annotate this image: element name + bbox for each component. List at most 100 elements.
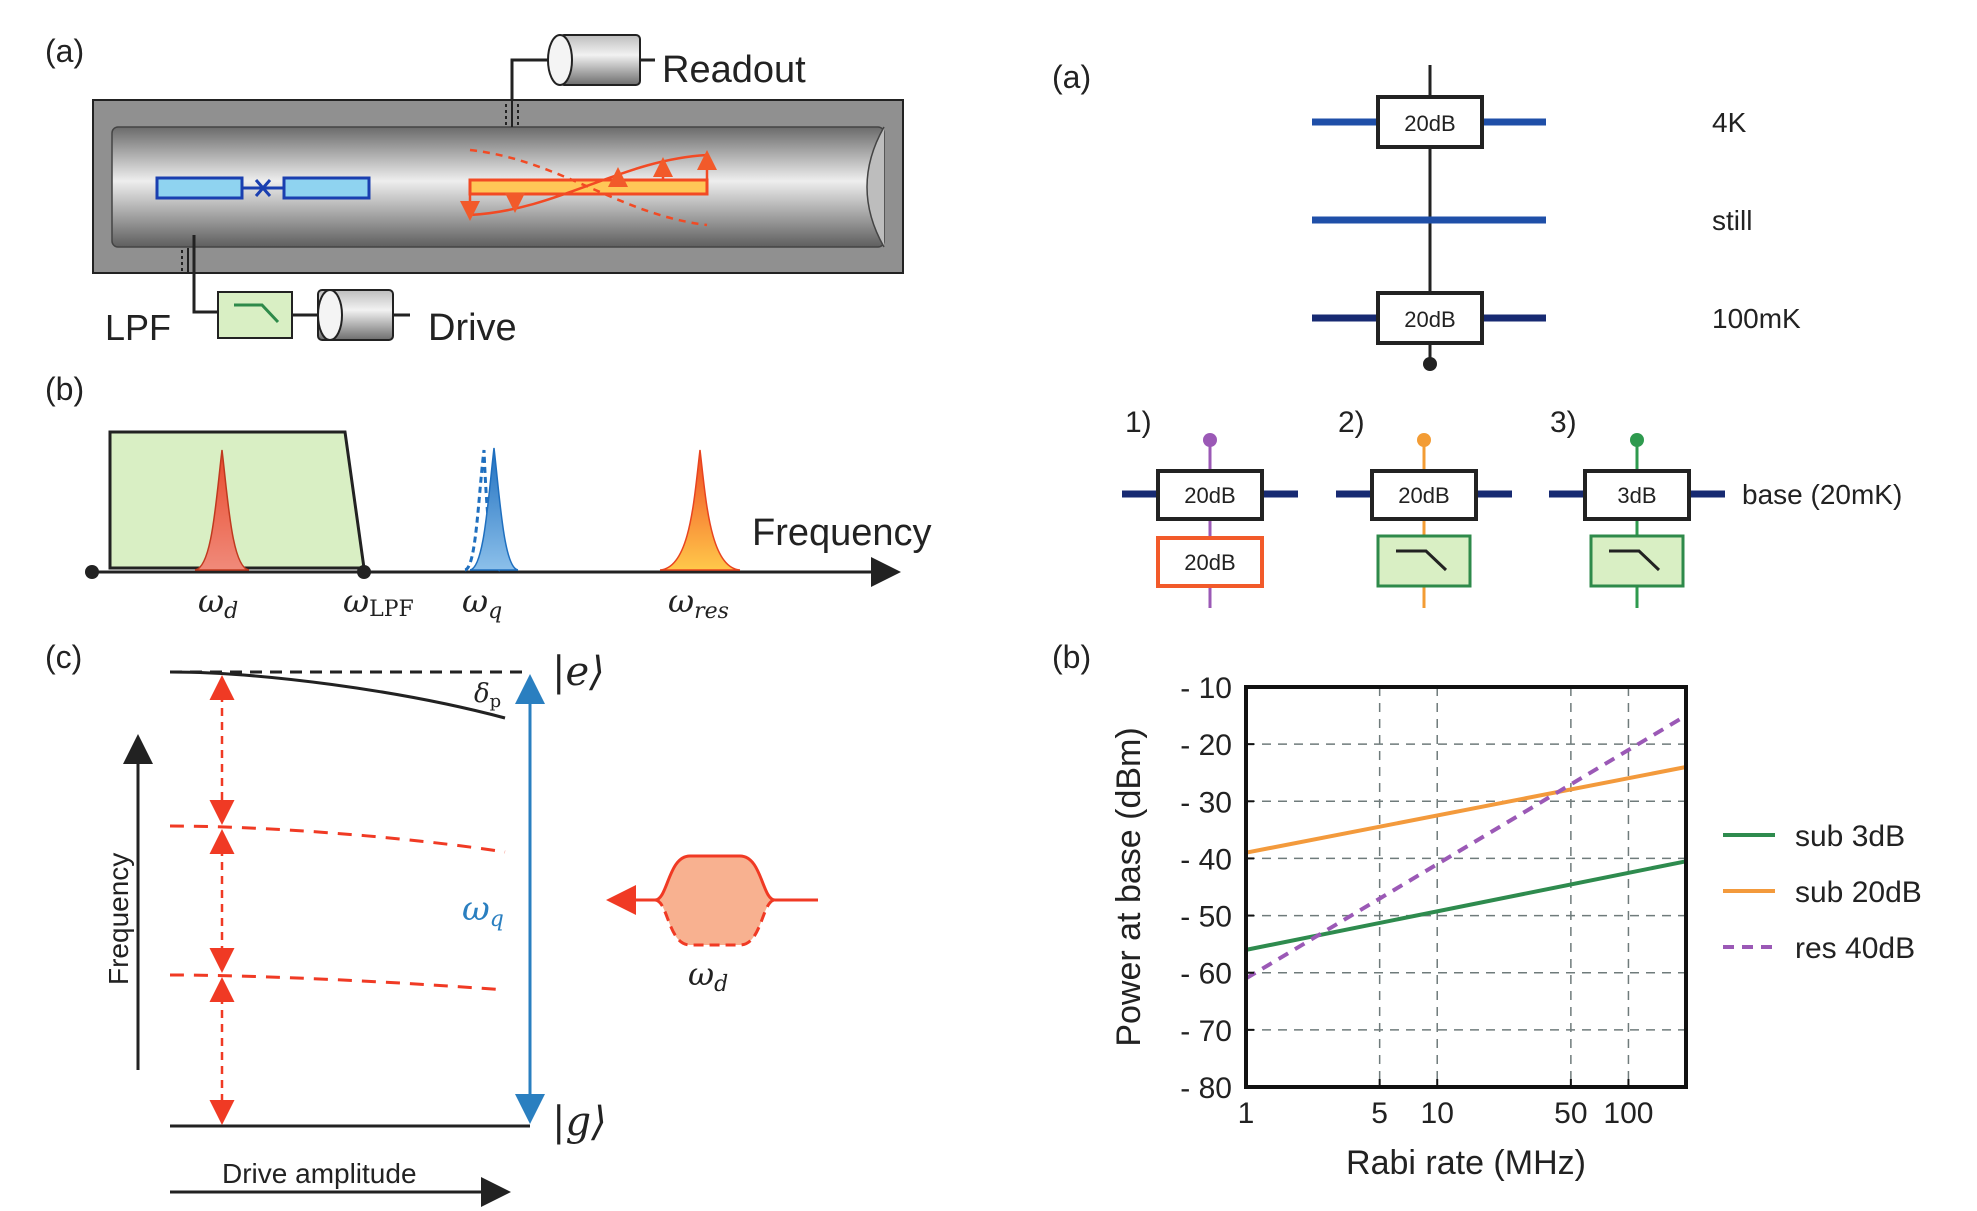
omega-d-symbol: ω (198, 582, 224, 620)
config-2-filter-icon (1376, 534, 1472, 588)
lpf-label: LPF (105, 307, 171, 348)
drive-pulse-icon (606, 854, 818, 947)
cavity-end (866, 126, 885, 248)
config-2: 2) 20dB (1336, 406, 1512, 608)
config-3-attenuator: 3dB (1617, 483, 1656, 508)
legend-label: sub 20dB (1795, 876, 1922, 909)
right-panel-b-label: (b) (1052, 639, 1091, 675)
left-panel-b-label: (b) (45, 371, 84, 407)
omega-q-symbol: ω (462, 582, 488, 620)
qubit-frequency-subscript: q (490, 907, 504, 932)
delta-p-subscript: p (490, 691, 502, 712)
attenuator-4k (1376, 95, 1484, 149)
chart-legend: sub 3dB sub 20dB res 40dB (1723, 820, 1922, 965)
config-1: 1) 20dB 20dB (1122, 406, 1298, 608)
omega-res-symbol: ω (668, 582, 694, 620)
drive-cable-icon (317, 289, 410, 341)
lpf-filter-icon (217, 291, 293, 339)
omega-d-subscript: d (224, 599, 238, 624)
resonator-icon (460, 148, 717, 227)
x-tick-label: 1 (1238, 1097, 1255, 1130)
drive-peak (194, 449, 250, 571)
readout-cable-icon (547, 34, 655, 86)
pulse-omega-d-subscript: d (714, 972, 728, 997)
virtual-level-2 (169, 973, 506, 992)
x-tick-label: 100 (1603, 1097, 1653, 1130)
y-tick-label: - 60 (1180, 958, 1232, 991)
excited-level-shifted (169, 670, 506, 720)
delta-p-symbol: δ (474, 679, 490, 709)
stage-label-100mk: 100mK (1712, 303, 1801, 334)
config-1-attenuator: 20dB (1184, 483, 1235, 508)
x-tick-label: 50 (1554, 1097, 1587, 1130)
x-axis-label: Rabi rate (MHz) (1346, 1144, 1586, 1182)
left-panel-a: (a) Readout (45, 33, 904, 349)
qubit-peak (469, 447, 519, 571)
qubit-frequency-symbol: ω (462, 889, 490, 929)
omega-lpf-subscript: LPF (369, 597, 414, 622)
legend-label: sub 3dB (1795, 820, 1905, 853)
virtual-level-1 (169, 824, 506, 854)
readout-label: Readout (662, 49, 806, 91)
pulse-omega-d-symbol: ω (688, 955, 714, 993)
series-line-res-40db (1244, 713, 1688, 981)
config-2-attenuator: 20dB (1398, 483, 1449, 508)
chart-y-ticks: - 80 - 70 - 60 - 50 - 40 - 30 - 20 - 10 (1180, 672, 1254, 1105)
attenuator-100mk (1376, 291, 1484, 345)
chart-grid (1246, 687, 1686, 1087)
y-tick-label: - 80 (1180, 1072, 1232, 1105)
series-line-sub-3db (1245, 859, 1687, 952)
right-panel-a-label: (a) (1052, 59, 1091, 95)
config-1-label: 1) (1125, 406, 1152, 439)
x-tick-label: 10 (1421, 1097, 1454, 1130)
svg-text:ωq: ωq (462, 889, 504, 932)
right-panel-a: (a) 20dB 20dB 4K still 100mK 1) 20dB 20d… (1052, 59, 1902, 608)
y-tick-label: - 10 (1180, 672, 1232, 705)
config-2-label: 2) (1338, 406, 1365, 439)
left-panel-c: (c) |e⟩ |g⟩ δp ωq Frequency Drive amplit… (45, 639, 818, 1207)
svg-text:ωd: ωd (198, 582, 238, 624)
config-3-filter-icon (1589, 534, 1685, 588)
y-tick-label: - 40 (1180, 843, 1232, 876)
resonator-peak (659, 449, 741, 571)
omega-res-subscript: res (694, 599, 729, 624)
chart-series (1244, 713, 1688, 981)
svg-text:ωLPF: ωLPF (343, 582, 414, 622)
series-line-sub-20db (1245, 765, 1687, 855)
config-3-label: 3) (1550, 406, 1577, 439)
svg-text:ωq: ωq (462, 582, 502, 624)
drive-amplitude-label: Drive amplitude (222, 1158, 417, 1189)
y-tick-label: - 70 (1180, 1015, 1232, 1048)
lpf-passband (108, 430, 366, 570)
omega-q-subscript: q (488, 599, 502, 624)
left-panel-c-label: (c) (45, 639, 82, 675)
legend-label: res 40dB (1795, 932, 1915, 965)
config-1-extra-attenuator: 20dB (1184, 550, 1235, 575)
left-panel-b: (b) Frequency ωd ωLPF ωq ωres (45, 371, 932, 624)
y-axis-label: Power at base (dBm) (1110, 727, 1148, 1046)
config-3: 3) 3dB (1549, 406, 1725, 608)
left-panel-a-label: (a) (45, 33, 84, 69)
drive-line (192, 235, 218, 314)
y-tick-label: - 50 (1180, 901, 1232, 934)
svg-text:δp: δp (474, 679, 501, 712)
stage-label-4k: 4K (1712, 107, 1747, 138)
y-tick-label: - 30 (1180, 786, 1232, 819)
stage-label-still: still (1712, 205, 1752, 236)
ket-g-label: |g⟩ (552, 1099, 607, 1145)
frequency-axis-label: Frequency (103, 853, 134, 985)
attenuator-4k-label: 20dB (1404, 111, 1455, 136)
attenuator-100mk-label: 20dB (1404, 307, 1455, 332)
svg-text:ωres: ωres (668, 582, 729, 624)
chart-x-ticks: 1 5 10 50 100 (1238, 1079, 1653, 1130)
omega-lpf-symbol: ω (343, 582, 369, 620)
transmon-qubit-icon (155, 176, 371, 200)
drive-label: Drive (428, 307, 517, 349)
x-tick-label: 5 (1371, 1097, 1388, 1130)
ket-e-label: |e⟩ (552, 649, 605, 695)
readout-line (510, 58, 560, 100)
svg-text:ωd: ωd (688, 955, 728, 997)
